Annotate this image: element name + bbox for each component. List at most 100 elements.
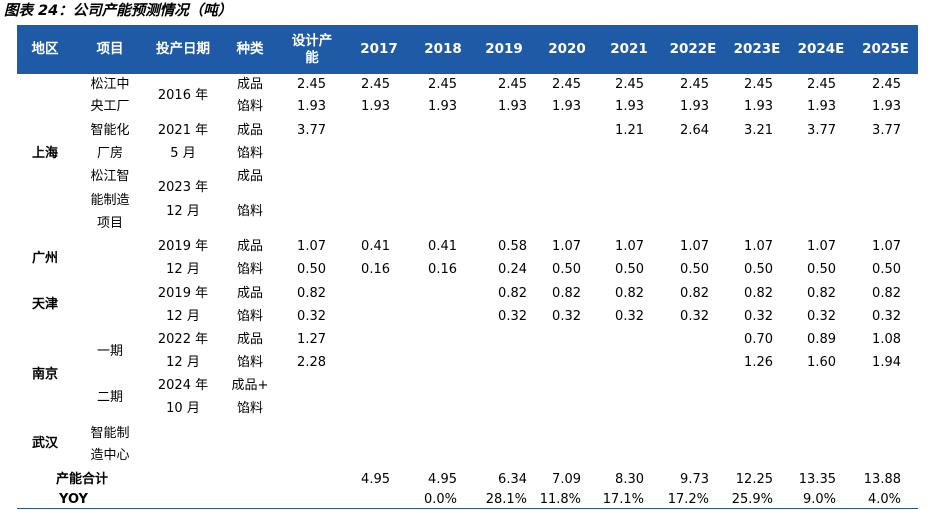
cell-design: 2.28 [297, 355, 326, 370]
cell-design: 0.32 [297, 309, 326, 324]
cell-2025e: 3.77 [872, 123, 901, 138]
cell-2022e: 0.50 [680, 262, 709, 277]
kind-tj-finished: 成品 [236, 286, 263, 301]
cell-2025e: 2.45 [872, 77, 901, 92]
cell-2023e: 0.32 [744, 309, 773, 324]
cell-2019: 0.58 [498, 239, 527, 254]
header-2019: 2019 [485, 41, 523, 57]
cell-2025e: 1.93 [872, 99, 901, 114]
yoy-2020: 11.8% [539, 492, 581, 507]
project-smart-mfg-l3: 项目 [96, 216, 123, 231]
kind-tj-filling: 馅料 [236, 309, 263, 324]
total-2023e: 12.25 [735, 472, 773, 487]
header-project: 项目 [96, 41, 124, 57]
cell-design: 0.50 [297, 262, 326, 277]
header-kind: 种类 [236, 41, 264, 57]
cell-2022e: 1.93 [680, 99, 709, 114]
cell-2025e: 1.08 [872, 332, 901, 347]
date-smart-plant-year: 2021 年 [157, 123, 209, 138]
total-2024e: 13.35 [798, 472, 836, 487]
project-smart-mfg-l2: 能制造 [90, 193, 130, 208]
date-guangzhou-year: 2019 年 [157, 239, 209, 254]
table-header: 地区 项目 投产日期 种类 设计产 能 2017 2018 2019 2020 … [17, 25, 918, 74]
header-2023e: 2023E [733, 41, 781, 57]
total-2019: 6.34 [498, 472, 527, 487]
cell-2024e: 1.93 [807, 99, 836, 114]
cell-2022e: 0.82 [680, 286, 709, 301]
cell-2017: 0.16 [361, 262, 390, 277]
cell-2024e: 1.60 [807, 355, 836, 370]
figure-title: 图表 24：公司产能预测情况（吨） [4, 3, 233, 19]
header-region: 地区 [31, 41, 59, 57]
kind-sj-filling: 馅料 [236, 99, 263, 114]
project-wuhan-l2: 造中心 [90, 448, 130, 463]
cell-2020: 0.32 [552, 309, 581, 324]
cell-2023e: 0.70 [744, 332, 773, 347]
header-date: 投产日期 [156, 41, 210, 57]
cell-2023e: 2.45 [744, 77, 773, 92]
cell-2024e: 3.77 [807, 123, 836, 138]
header-design-capacity: 设计产 能 [281, 25, 343, 74]
date-nanjing2-year: 2024 年 [157, 378, 209, 393]
cell-2020: 1.93 [552, 99, 581, 114]
cell-2019: 0.32 [498, 309, 527, 324]
kind-sj-finished: 成品 [236, 77, 263, 92]
cell-2020: 0.50 [552, 262, 581, 277]
kind-gz-finished: 成品 [236, 239, 263, 254]
cell-2021: 1.07 [615, 239, 644, 254]
cell-2022e: 2.64 [680, 123, 709, 138]
cell-2020: 0.82 [552, 286, 581, 301]
region-guangzhou: 广州 [31, 251, 58, 266]
header-2020: 2020 [548, 41, 586, 57]
cell-2023e: 1.93 [744, 99, 773, 114]
cell-2019: 1.93 [498, 99, 527, 114]
total-2021: 8.30 [615, 472, 644, 487]
cell-2024e: 2.45 [807, 77, 836, 92]
cell-2018: 2.45 [428, 77, 457, 92]
kind-nj1-finished: 成品 [236, 332, 263, 347]
cell-2022e: 0.32 [680, 309, 709, 324]
cell-2022e: 2.45 [680, 77, 709, 92]
date-tianjin-month: 12 月 [166, 309, 200, 324]
kind-zz-filling: 馅料 [236, 204, 263, 219]
kind-nj2-both-l1: 成品+ [231, 378, 269, 393]
project-wuhan-l1: 智能制 [90, 426, 130, 441]
cell-2024e: 1.07 [807, 239, 836, 254]
header-2021: 2021 [610, 41, 648, 57]
cell-2019: 0.82 [498, 286, 527, 301]
kind-zn-filling: 馅料 [236, 146, 263, 161]
header-2018: 2018 [424, 41, 462, 57]
date-guangzhou-month: 12 月 [166, 262, 200, 277]
cell-2021: 0.82 [615, 286, 644, 301]
cell-2018: 0.16 [428, 262, 457, 277]
cell-2018: 1.93 [428, 99, 457, 114]
cell-2024e: 0.50 [807, 262, 836, 277]
total-label: 产能合计 [55, 472, 108, 487]
project-smart-mfg-l1: 松江智 [90, 169, 130, 184]
kind-zz-finished: 成品 [236, 169, 263, 184]
cell-design: 0.82 [297, 286, 326, 301]
yoy-2024e: 9.0% [802, 492, 836, 507]
date-nanjing2-month: 10 月 [166, 401, 200, 416]
header-design-line2: 能 [305, 49, 319, 66]
project-songjiang-central-l1: 松江中 [90, 77, 130, 92]
project-smart-plant-l1: 智能化 [90, 123, 130, 138]
yoy-2023e: 25.9% [731, 492, 773, 507]
cell-2021: 0.32 [615, 309, 644, 324]
total-2022e: 9.73 [680, 472, 709, 487]
cell-2019: 0.24 [498, 262, 527, 277]
cell-design: 1.93 [297, 99, 326, 114]
cell-2020: 1.07 [552, 239, 581, 254]
project-nanjing-phase2: 二期 [96, 390, 123, 405]
total-2020: 7.09 [552, 472, 581, 487]
kind-zn-finished: 成品 [236, 123, 263, 138]
yoy-2021: 17.1% [602, 492, 644, 507]
cell-2023e: 1.07 [744, 239, 773, 254]
yoy-2019: 28.1% [485, 492, 527, 507]
yoy-2018: 0.0% [423, 492, 457, 507]
region-nanjing: 南京 [31, 367, 58, 382]
cell-design: 3.77 [297, 123, 326, 138]
cell-2017: 0.41 [361, 239, 390, 254]
header-design-line1: 设计产 [291, 32, 333, 49]
cell-2023e: 0.50 [744, 262, 773, 277]
